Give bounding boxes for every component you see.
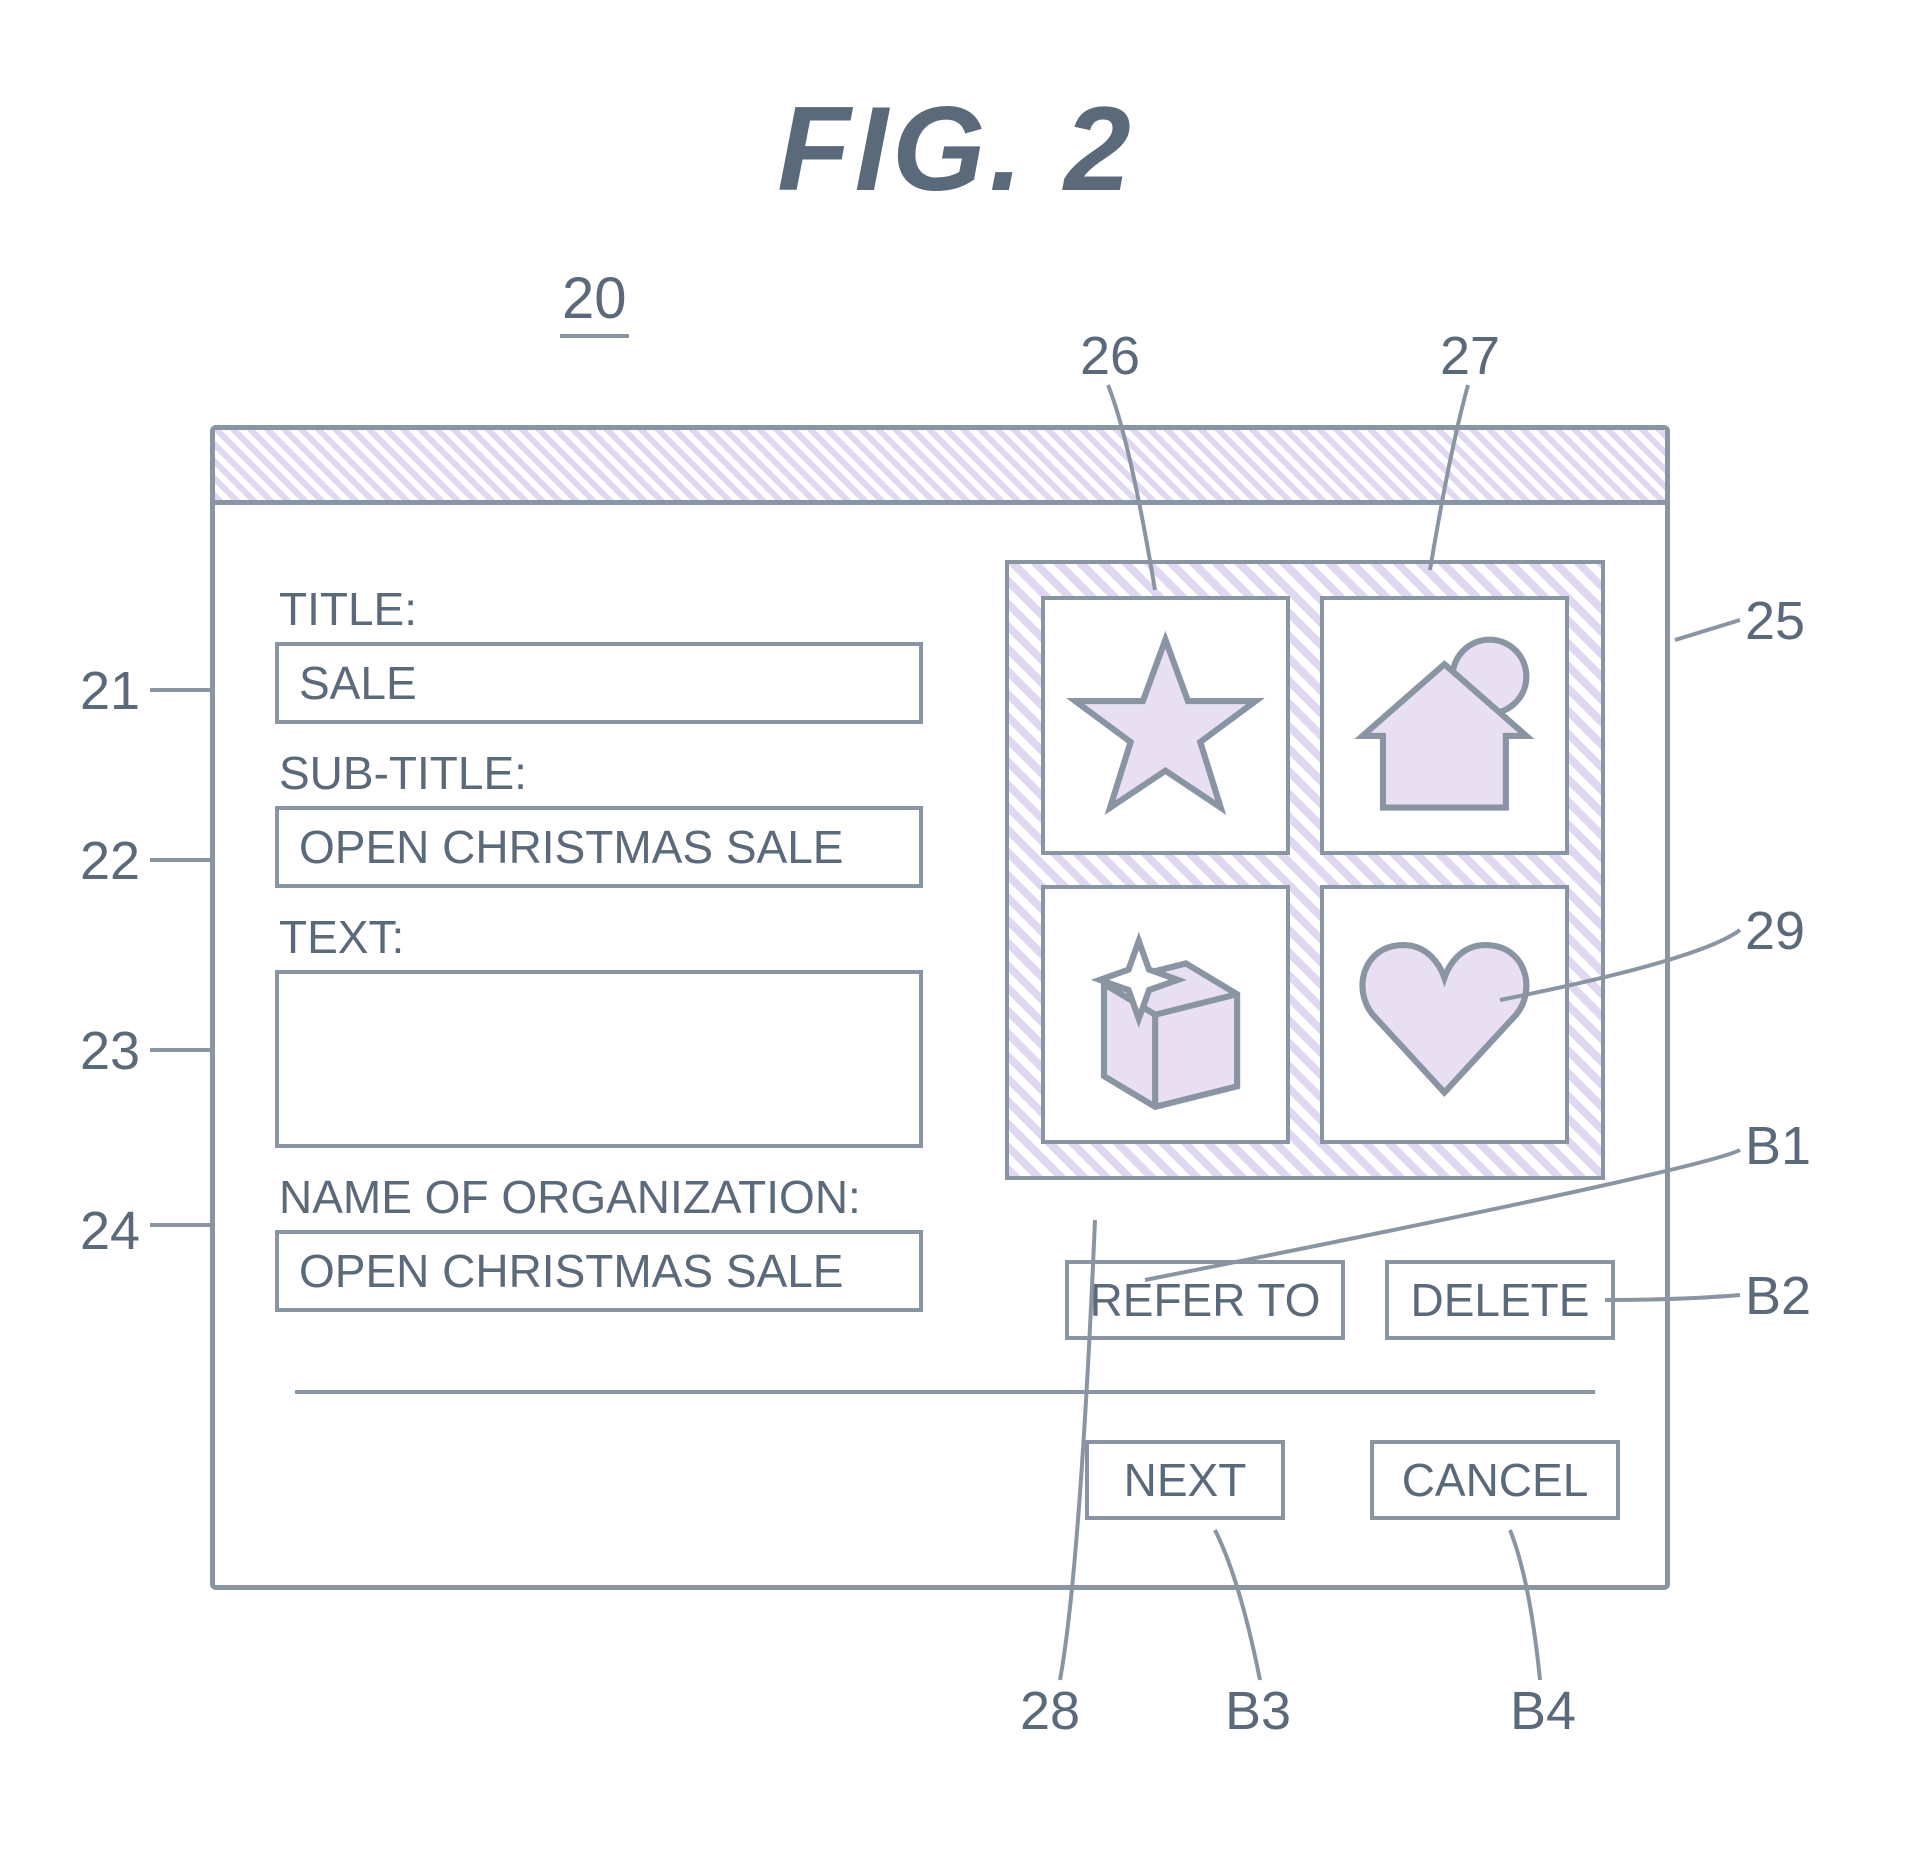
star-icon (1063, 619, 1268, 832)
cancel-button[interactable]: CANCEL (1370, 1440, 1620, 1520)
org-label: NAME OF ORGANIZATION: (279, 1170, 915, 1224)
house-sun-icon (1342, 619, 1547, 832)
window-titlebar (215, 430, 1665, 505)
anno-21: 21 (80, 660, 140, 722)
sparkle-box-icon (1063, 908, 1268, 1121)
thumbnail-star[interactable] (1041, 596, 1290, 855)
next-button[interactable]: NEXT (1085, 1440, 1285, 1520)
anno-25: 25 (1745, 590, 1805, 652)
delete-button[interactable]: DELETE (1385, 1260, 1615, 1340)
subtitle-label: SUB-TITLE: (279, 746, 915, 800)
org-input[interactable]: OPEN CHRISTMAS SALE (275, 1230, 923, 1312)
subtitle-input[interactable]: OPEN CHRISTMAS SALE (275, 806, 923, 888)
anno-27: 27 (1440, 325, 1500, 387)
anno-28: 28 (1020, 1680, 1080, 1742)
divider (295, 1390, 1595, 1394)
thumbnail-house[interactable] (1320, 596, 1569, 855)
heart-icon (1342, 908, 1547, 1121)
ref-window-number: 20 (560, 265, 629, 338)
refer-to-button[interactable]: REFER TO (1065, 1260, 1345, 1340)
title-label: TITLE: (279, 582, 915, 636)
thumbnail-box[interactable] (1041, 885, 1290, 1144)
figure-title: FIG. 2 (0, 80, 1912, 218)
anno-23: 23 (80, 1020, 140, 1082)
anno-24: 24 (80, 1200, 140, 1262)
anno-29: 29 (1745, 900, 1805, 962)
anno-b3: B3 (1225, 1680, 1291, 1742)
anno-22: 22 (80, 830, 140, 892)
anno-b4: B4 (1510, 1680, 1576, 1742)
text-input[interactable] (275, 970, 923, 1148)
title-input[interactable]: SALE (275, 642, 923, 724)
text-label: TEXT: (279, 910, 915, 964)
image-panel (1005, 560, 1605, 1180)
figure-canvas: FIG. 2 20 TITLE: SALE SUB-TITLE: OPEN CH… (0, 0, 1912, 1855)
anno-b2: B2 (1745, 1265, 1811, 1327)
dialog-window: TITLE: SALE SUB-TITLE: OPEN CHRISTMAS SA… (210, 425, 1670, 1590)
anno-26: 26 (1080, 325, 1140, 387)
form-area: TITLE: SALE SUB-TITLE: OPEN CHRISTMAS SA… (275, 560, 915, 1312)
thumbnail-heart[interactable] (1320, 885, 1569, 1144)
anno-b1: B1 (1745, 1115, 1811, 1177)
